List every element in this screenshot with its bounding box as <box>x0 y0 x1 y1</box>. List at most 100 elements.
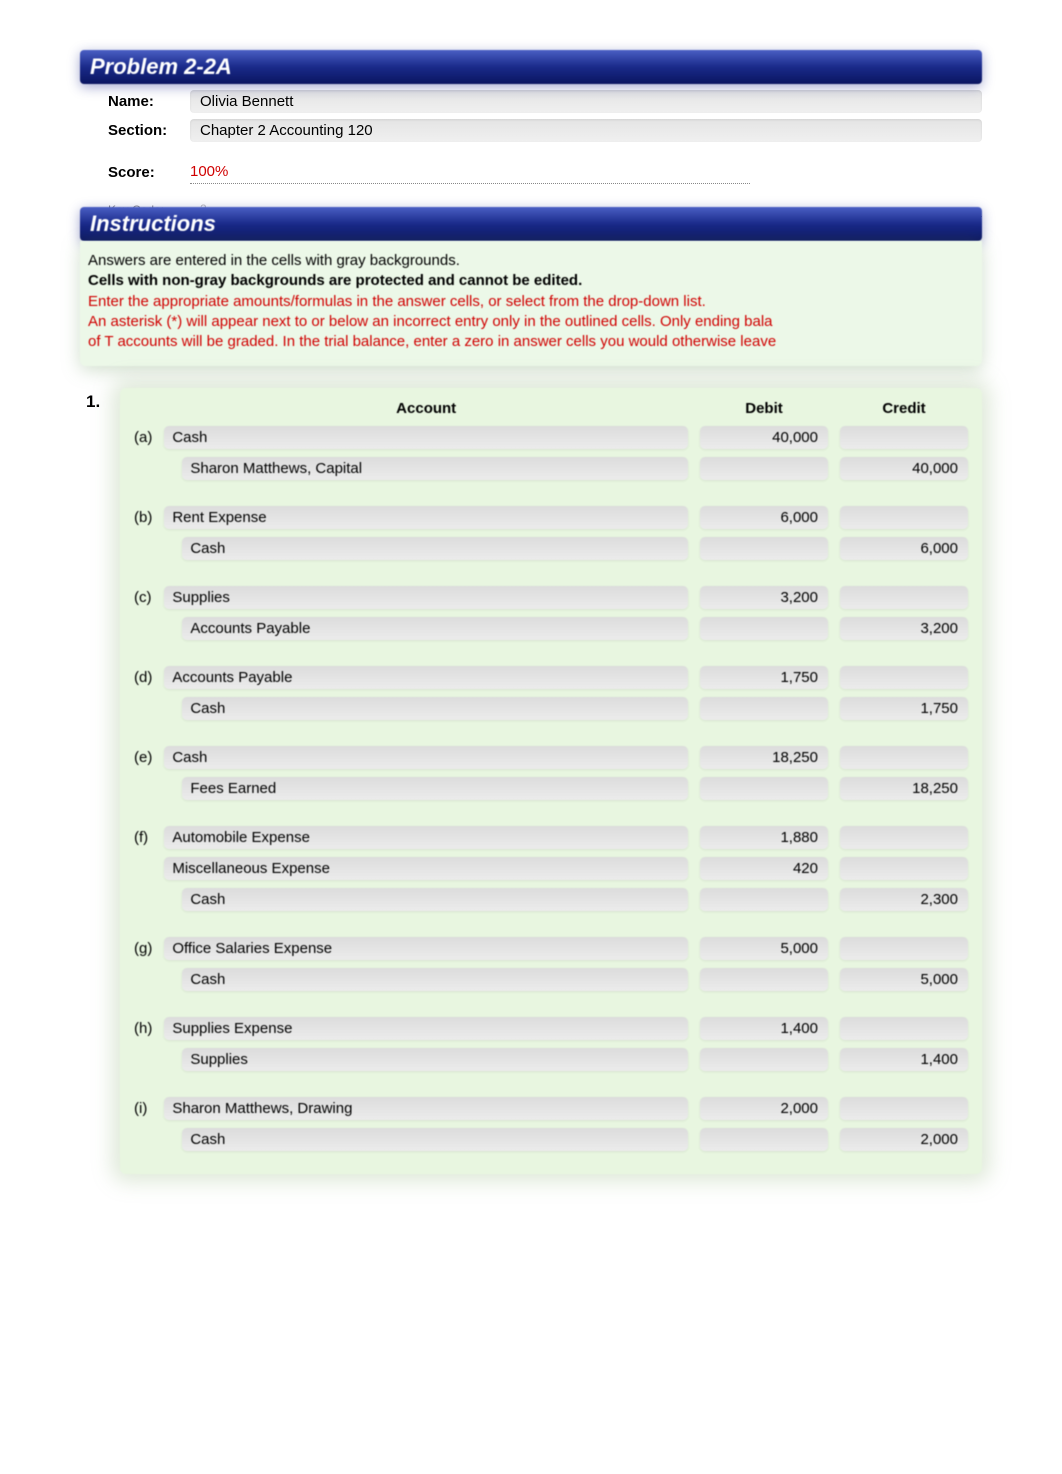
credit-cell[interactable] <box>840 857 968 880</box>
account-cell[interactable]: Cash <box>182 1128 688 1151</box>
credit-cell[interactable] <box>840 586 968 609</box>
account-cell[interactable]: Cash <box>164 746 688 769</box>
debit-cell[interactable] <box>700 888 828 911</box>
debit-cell[interactable] <box>700 1048 828 1071</box>
table-row: Accounts Payable 3,200 <box>128 614 974 643</box>
account-cell[interactable]: Rent Expense <box>164 506 688 529</box>
debit-cell[interactable] <box>700 968 828 991</box>
account-cell[interactable]: Supplies Expense <box>164 1017 688 1040</box>
account-cell[interactable]: Accounts Payable <box>164 666 688 689</box>
account-cell[interactable]: Automobile Expense <box>164 826 688 849</box>
debit-cell[interactable] <box>700 697 828 720</box>
spacer-row <box>128 725 974 741</box>
account-cell[interactable]: Cash <box>182 697 688 720</box>
debit-cell[interactable]: 1,400 <box>700 1017 828 1040</box>
credit-cell[interactable] <box>840 666 968 689</box>
section-input[interactable]: Chapter 2 Accounting 120 <box>190 119 982 142</box>
table-row: (g)Office Salaries Expense5,000 <box>128 934 974 963</box>
credit-cell[interactable]: 18,250 <box>840 777 968 800</box>
credit-cell[interactable] <box>840 506 968 529</box>
instructions-panel: Answers are entered in the cells with gr… <box>80 241 982 366</box>
table-row: (c) Supplies 3,200 <box>128 583 974 612</box>
spacer-row <box>128 565 974 581</box>
debit-cell[interactable]: 1,880 <box>700 826 828 849</box>
account-cell[interactable]: Office Salaries Expense <box>164 937 688 960</box>
debit-cell[interactable]: 18,250 <box>700 746 828 769</box>
account-cell[interactable]: Cash <box>182 537 688 560</box>
debit-cell[interactable]: 6,000 <box>700 506 828 529</box>
table-row: (h) Supplies Expense 1,400 <box>128 1014 974 1043</box>
col-header-account: Account <box>158 396 694 421</box>
credit-cell[interactable]: 1,750 <box>840 697 968 720</box>
credit-cell[interactable]: 1,400 <box>840 1048 968 1071</box>
table-row: Supplies 1,400 <box>128 1045 974 1074</box>
table-row: Sharon Matthews, Capital 40,000 <box>128 454 974 483</box>
credit-cell[interactable]: 6,000 <box>840 537 968 560</box>
entry-letter: (c) <box>128 583 158 612</box>
credit-cell[interactable]: 2,300 <box>840 888 968 911</box>
entry-letter: (h) <box>128 1014 158 1043</box>
account-cell[interactable]: Cash <box>164 426 688 449</box>
credit-cell[interactable] <box>840 937 968 960</box>
question-number: 1. <box>80 388 120 1174</box>
entry-letter: (b) <box>128 503 158 532</box>
debit-cell[interactable] <box>700 617 828 640</box>
credit-cell[interactable] <box>840 1017 968 1040</box>
table-row: (a) Cash 40,000 <box>128 423 974 452</box>
entry-letter: (a) <box>128 423 158 452</box>
credit-cell[interactable] <box>840 1097 968 1120</box>
credit-cell[interactable] <box>840 746 968 769</box>
credit-cell[interactable]: 5,000 <box>840 968 968 991</box>
credit-cell[interactable]: 2,000 <box>840 1128 968 1151</box>
entry-letter: (d) <box>128 663 158 692</box>
debit-cell[interactable]: 1,750 <box>700 666 828 689</box>
section-row: Section: Chapter 2 Accounting 120 <box>80 119 982 142</box>
account-cell[interactable]: Accounts Payable <box>182 617 688 640</box>
debit-cell[interactable]: 40,000 <box>700 426 828 449</box>
score-value: 100% <box>190 160 750 184</box>
instructions-title-bar: Instructions <box>80 207 982 241</box>
name-label: Name: <box>80 93 190 110</box>
problem-title: Problem 2-2A <box>90 54 232 79</box>
account-cell[interactable]: Sharon Matthews, Drawing <box>164 1097 688 1120</box>
credit-cell[interactable] <box>840 426 968 449</box>
debit-cell[interactable]: 2,000 <box>700 1097 828 1120</box>
entry-letter <box>128 454 158 483</box>
page: Problem 2-2A Name: Olivia Bennett Sectio… <box>0 0 1062 1474</box>
entry-letter <box>128 534 158 563</box>
debit-cell[interactable]: 420 <box>700 857 828 880</box>
table-row: Cash 1,750 <box>128 694 974 723</box>
credit-cell[interactable] <box>840 826 968 849</box>
debit-cell[interactable] <box>700 537 828 560</box>
name-input[interactable]: Olivia Bennett <box>190 90 982 113</box>
name-row: Name: Olivia Bennett <box>80 90 982 113</box>
debit-cell[interactable]: 5,000 <box>700 937 828 960</box>
instructions-line-1: Answers are entered in the cells with gr… <box>84 251 978 271</box>
spacer-row <box>128 1076 974 1092</box>
account-cell[interactable]: Supplies <box>182 1048 688 1071</box>
col-header-debit: Debit <box>694 396 834 421</box>
entry-letter <box>128 694 158 723</box>
spacer-row <box>128 805 974 821</box>
account-cell[interactable]: Cash <box>182 968 688 991</box>
account-cell[interactable]: Fees Earned <box>182 777 688 800</box>
account-cell[interactable]: Supplies <box>164 586 688 609</box>
account-cell[interactable]: Cash <box>182 888 688 911</box>
debit-cell[interactable] <box>700 1128 828 1151</box>
credit-cell[interactable]: 3,200 <box>840 617 968 640</box>
debit-cell[interactable] <box>700 777 828 800</box>
credit-cell[interactable]: 40,000 <box>840 457 968 480</box>
account-cell[interactable]: Miscellaneous Expense <box>164 857 688 880</box>
problem-title-bar: Problem 2-2A <box>80 50 982 84</box>
table-row: (b) Rent Expense 6,000 <box>128 503 974 532</box>
debit-cell[interactable] <box>700 457 828 480</box>
instructions-line-4: An asterisk (*) will appear next to or b… <box>84 312 978 332</box>
col-header-credit: Credit <box>834 396 974 421</box>
instructions-line-2: Cells with non-gray backgrounds are prot… <box>84 271 978 291</box>
section-label: Section: <box>80 122 190 139</box>
entry-letter <box>128 885 158 914</box>
entry-letter <box>128 1125 158 1154</box>
account-cell[interactable]: Sharon Matthews, Capital <box>182 457 688 480</box>
debit-cell[interactable]: 3,200 <box>700 586 828 609</box>
table-row: Cash 6,000 <box>128 534 974 563</box>
